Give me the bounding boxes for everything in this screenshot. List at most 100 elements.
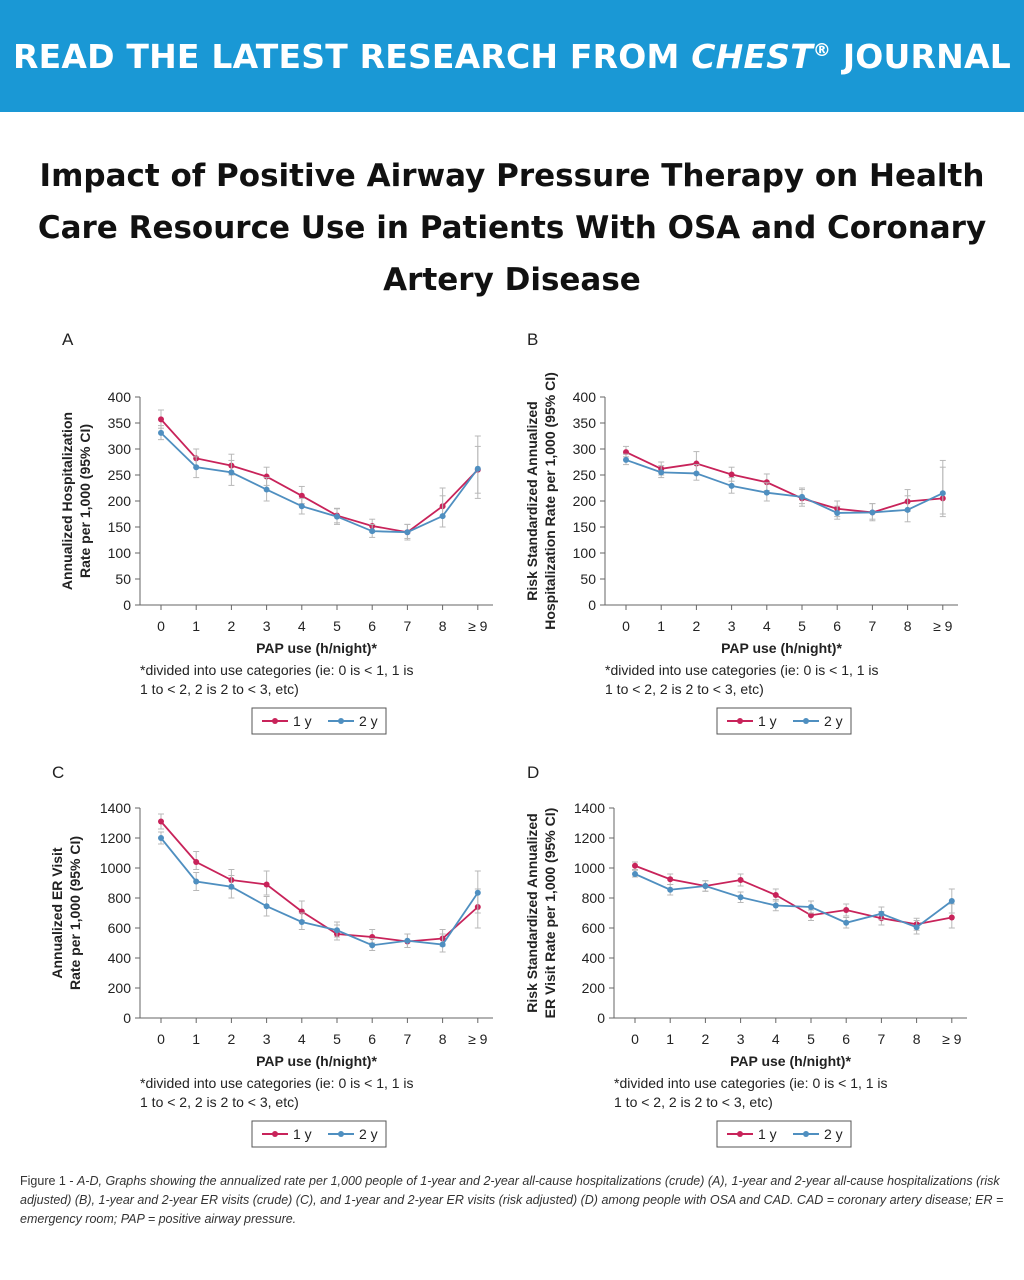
banner-registered: ® (812, 39, 832, 61)
series-1-y (623, 445, 946, 520)
data-point (913, 924, 920, 931)
data-point (693, 470, 700, 477)
data-point (158, 429, 164, 436)
data-point (439, 941, 446, 948)
data-point (878, 910, 885, 917)
y-tick-label: 250 (573, 467, 597, 483)
x-tick-label: 0 (622, 618, 630, 634)
data-point (632, 871, 638, 877)
x-tick-label: 2 (702, 1031, 710, 1047)
legend-label: 1 y (758, 1126, 777, 1142)
caption-fig-label: Figure 1 - (20, 1174, 77, 1188)
data-point (404, 937, 411, 944)
y-tick-label: 300 (108, 441, 132, 457)
series-line (625, 451, 943, 514)
x-tick-label: 0 (157, 1031, 165, 1047)
x-tick-label: ≥ 9 (468, 618, 488, 634)
data-point (728, 471, 735, 478)
series-line (634, 864, 952, 926)
data-point (702, 883, 709, 889)
y-tick-label: 350 (573, 415, 597, 431)
data-point (158, 416, 164, 423)
data-point (158, 818, 164, 825)
data-point (474, 889, 481, 896)
legend-swatch-dot (803, 718, 809, 724)
series-2-y (623, 453, 946, 523)
data-point (298, 503, 305, 510)
y-tick-label: 0 (123, 597, 131, 613)
data-point (658, 469, 665, 476)
x-tick-label: 8 (904, 618, 912, 634)
x-tick-label: 7 (404, 618, 412, 634)
data-point (263, 486, 270, 493)
chart-panel-c: C 0 200 400 600 800 1000 1200 1400 0 1 2 3 4 5 6 7 8 ≥ 9 An… (49, 763, 493, 1148)
panel-letter: B (527, 330, 538, 349)
series-line (625, 459, 944, 514)
x-tick-label: 4 (298, 1031, 306, 1047)
x-axis-label: PAP use (h/night)* (256, 640, 377, 656)
axis-footnote: *divided into use categories (ie: 0 is <… (140, 1075, 414, 1091)
data-point (623, 456, 629, 463)
y-axis-label: Annualized ER Visit (49, 847, 65, 979)
data-point (904, 506, 911, 513)
chart-legend: 1 y 2 y (251, 707, 387, 735)
x-tick-label: 3 (737, 1031, 745, 1047)
data-point (948, 914, 955, 921)
y-tick-label: 400 (573, 389, 597, 405)
axis-footnote: *divided into use categories (ie: 0 is <… (605, 662, 879, 678)
series-1-y (158, 409, 481, 539)
x-tick-label: 0 (157, 618, 165, 634)
x-tick-label: 4 (298, 618, 306, 634)
y-tick-label: 1200 (574, 830, 605, 846)
y-tick-label: 1400 (100, 800, 131, 816)
legend-swatch-dot (338, 718, 344, 724)
legend-swatch-dot (803, 1131, 809, 1137)
y-tick-label: 250 (108, 467, 132, 483)
x-tick-label: 8 (439, 618, 447, 634)
data-point (869, 509, 876, 516)
x-tick-label: ≥ 9 (933, 618, 953, 634)
x-tick-label: 2 (228, 618, 236, 634)
y-tick-label: 50 (580, 571, 596, 587)
data-point (808, 912, 814, 919)
y-tick-label: 800 (582, 890, 606, 906)
y-tick-label: 1000 (574, 860, 605, 876)
x-axis-label: PAP use (h/night)* (721, 640, 842, 656)
x-axis-label: PAP use (h/night)* (730, 1053, 851, 1069)
y-tick-label: 50 (115, 571, 131, 587)
data-point (193, 878, 200, 885)
x-tick-label: 7 (869, 618, 877, 634)
legend-label: 2 y (359, 1126, 378, 1142)
series-2-y (632, 869, 955, 935)
legend-label: 1 y (758, 713, 777, 729)
data-point (632, 862, 638, 869)
y-tick-label: 800 (108, 890, 132, 906)
data-point (263, 881, 270, 888)
x-tick-label: 6 (368, 1031, 376, 1047)
chart-legend: 1 y 2 y (716, 1120, 852, 1148)
series-1-y (158, 813, 481, 948)
article-title: Impact of Positive Airway Pressure Thera… (37, 158, 987, 298)
y-tick-label: 150 (573, 519, 597, 535)
y-tick-label: 0 (123, 1010, 131, 1026)
y-tick-label: 0 (588, 597, 596, 613)
x-tick-label: 5 (798, 618, 806, 634)
x-tick-label: ≥ 9 (942, 1031, 962, 1047)
data-point (763, 479, 770, 486)
y-tick-label: 200 (582, 980, 606, 996)
data-point (334, 513, 340, 520)
x-tick-label: 6 (842, 1031, 850, 1047)
chart-legend: 1 y 2 y (251, 1120, 387, 1148)
x-tick-label: 1 (192, 618, 200, 634)
series-line (160, 418, 479, 534)
legend-label: 2 y (824, 713, 843, 729)
axis-footnote: *divided into use categories (ie: 0 is <… (614, 1075, 888, 1091)
legend-swatch-dot (737, 1131, 743, 1137)
y-axis-label: Rate per 1,000 (95% CI) (67, 836, 83, 990)
data-point (298, 492, 305, 499)
data-point (843, 907, 850, 913)
x-tick-label: 2 (693, 618, 701, 634)
y-tick-label: 0 (597, 1010, 605, 1026)
y-tick-label: 1000 (100, 860, 131, 876)
data-point (667, 886, 674, 893)
